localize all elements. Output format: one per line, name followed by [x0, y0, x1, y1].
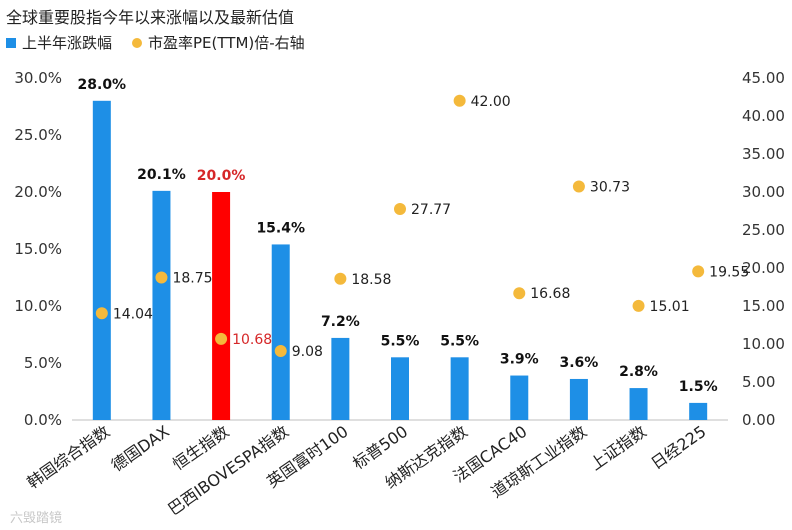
- bar-value-label: 20.0%: [197, 168, 246, 184]
- pe-value-label: 42.00: [471, 94, 511, 110]
- bar-value-label: 5.5%: [440, 333, 479, 349]
- pe-dot: [394, 202, 406, 215]
- bar-value-label: 28.0%: [78, 77, 127, 93]
- y-right-tick-label: 5.00: [742, 373, 775, 391]
- bar-value-label: 5.5%: [381, 333, 420, 349]
- pe-value-label: 15.01: [650, 299, 690, 315]
- y-right-tick-label: 15.00: [742, 297, 785, 315]
- pe-value-label: 18.75: [172, 271, 212, 287]
- legend-label-bar: 上半年涨跌幅: [22, 34, 113, 52]
- category-label: 上证指数: [587, 422, 650, 474]
- y-right-tick-label: 20.00: [742, 259, 785, 277]
- y-right-tick-label: 45.00: [742, 69, 785, 87]
- y-right-tick-label: 0.00: [742, 411, 775, 429]
- legend-swatch-dot: [132, 37, 143, 48]
- pe-dot: [513, 287, 526, 300]
- y-right-tick-label: 35.00: [742, 145, 785, 163]
- y-right-tick-label: 40.00: [742, 107, 785, 125]
- watermark: 六毁踏镜: [10, 511, 63, 526]
- legend-swatch-bar: [6, 37, 16, 48]
- y-right-tick-label: 30.00: [742, 183, 785, 201]
- bar: [271, 244, 290, 420]
- pe-dot: [453, 94, 466, 107]
- bar-value-label: 20.1%: [137, 167, 186, 183]
- pe-value-label: 9.08: [292, 344, 323, 360]
- pe-dot: [95, 307, 108, 320]
- y-right-tick-label: 10.00: [742, 335, 785, 353]
- bar: [629, 388, 648, 420]
- bar: [689, 402, 708, 420]
- bar-value-label: 15.4%: [256, 220, 305, 236]
- pe-dot: [215, 332, 228, 345]
- y-left-tick-label: 10.0%: [14, 297, 62, 315]
- y-left-tick-label: 25.0%: [14, 126, 62, 144]
- y-left-tick-label: 30.0%: [14, 69, 62, 87]
- y-left-tick-label: 15.0%: [14, 240, 62, 258]
- legend-label-dot: 市盈率PE(TTM)倍-右轴: [148, 34, 305, 52]
- y-right-tick-label: 25.00: [742, 221, 785, 239]
- pe-dot: [334, 272, 347, 285]
- pe-value-label: 30.73: [590, 179, 630, 195]
- pe-value-label: 27.77: [411, 202, 451, 218]
- pe-dot: [572, 180, 585, 193]
- bar-value-label: 3.9%: [500, 352, 539, 368]
- y-left-tick-label: 0.0%: [24, 411, 62, 429]
- pe-dot: [274, 344, 287, 357]
- y-left-tick-label: 5.0%: [24, 354, 62, 372]
- bar: [450, 357, 469, 420]
- pe-dot: [692, 265, 705, 278]
- bar: [569, 378, 588, 420]
- category-label: 韩国综合指数: [24, 422, 114, 493]
- bar: [391, 357, 409, 420]
- pe-dot: [632, 299, 645, 312]
- pe-value-label: 10.68: [232, 332, 272, 348]
- bar: [331, 337, 350, 420]
- bar-value-label: 1.5%: [679, 379, 718, 395]
- bar-value-label: 2.8%: [619, 364, 658, 380]
- bar: [212, 192, 231, 420]
- bar: [510, 375, 529, 420]
- pe-value-label: 19.55: [709, 264, 749, 280]
- chart-title: 全球重要股指今年以来涨幅以及最新估值: [6, 8, 295, 27]
- y-left-tick-label: 20.0%: [14, 183, 62, 201]
- pe-value-label: 16.68: [530, 286, 570, 302]
- pe-value-label: 18.58: [351, 272, 391, 288]
- bar-value-label: 3.6%: [559, 355, 598, 371]
- bar: [152, 190, 171, 420]
- bar: [92, 100, 111, 421]
- pe-dot: [155, 271, 168, 284]
- pe-value-label: 14.04: [113, 306, 153, 322]
- category-label: 德国DAX: [108, 422, 173, 475]
- legend: 上半年涨跌幅 市盈率PE(TTM)倍-右轴: [6, 32, 305, 53]
- category-label: 日经225: [647, 422, 709, 473]
- bar-value-label: 7.2%: [321, 314, 360, 330]
